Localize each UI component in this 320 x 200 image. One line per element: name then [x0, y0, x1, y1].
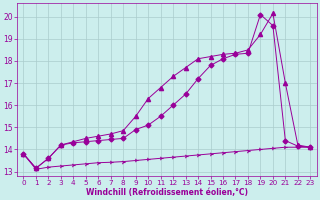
- X-axis label: Windchill (Refroidissement éolien,°C): Windchill (Refroidissement éolien,°C): [86, 188, 248, 197]
